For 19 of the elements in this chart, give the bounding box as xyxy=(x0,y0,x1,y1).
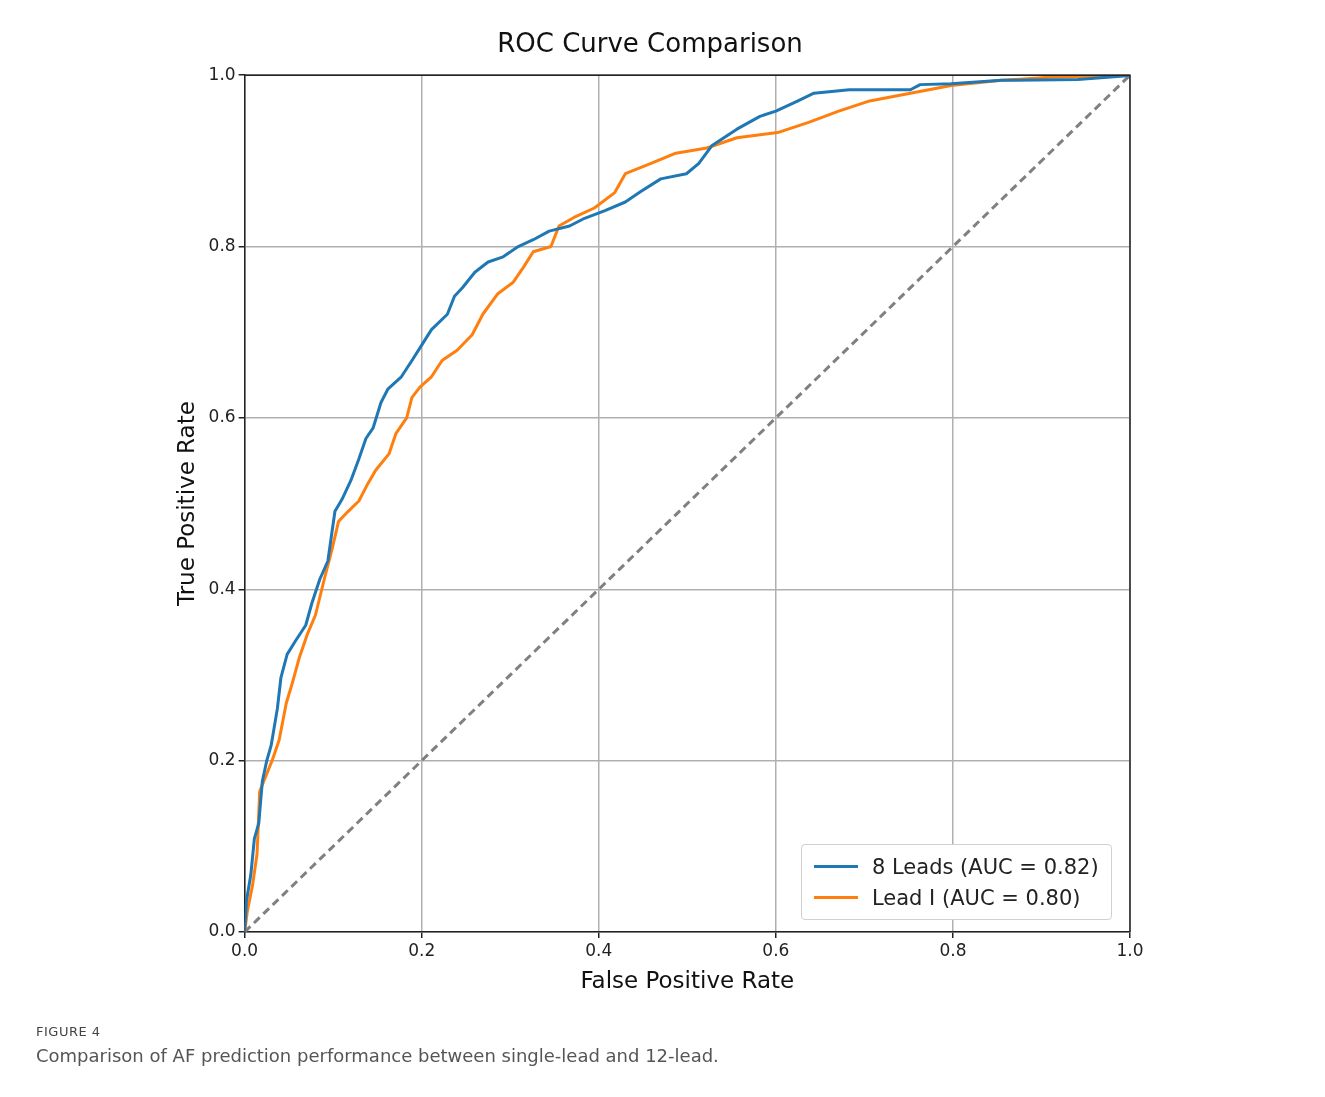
x-axis-title: False Positive Rate xyxy=(580,967,795,994)
legend-label: Lead I (AUC = 0.80) xyxy=(872,885,1081,910)
text: Comparison of AF prediction performance between single-lead and 12-lead. xyxy=(36,1045,720,1066)
x-tick-label: 1.0 xyxy=(1116,939,1144,960)
x-tick-label: 0.0 xyxy=(231,939,259,960)
x-tick-label: 0.4 xyxy=(585,939,613,960)
chart-title: ROC Curve Comparison xyxy=(497,28,803,59)
x-tick-label: 0.6 xyxy=(762,939,790,960)
x-tick-label: 0.2 xyxy=(408,939,436,960)
legend-label: 8 Leads (AUC = 0.82) xyxy=(872,854,1099,879)
y-tick-label: 0.2 xyxy=(208,749,236,770)
y-tick-label: 0.8 xyxy=(208,234,236,255)
caption: FIGURE 4 xyxy=(36,1024,102,1039)
y-tick-label: 0.4 xyxy=(208,577,236,598)
y-tick-label: 1.0 xyxy=(208,63,236,84)
x-tick-label: 0.8 xyxy=(939,939,967,960)
y-tick-label: 0.6 xyxy=(208,406,236,427)
y-axis-title: True Positive Rate xyxy=(172,401,199,608)
y-tick-label: 0.0 xyxy=(208,920,236,941)
